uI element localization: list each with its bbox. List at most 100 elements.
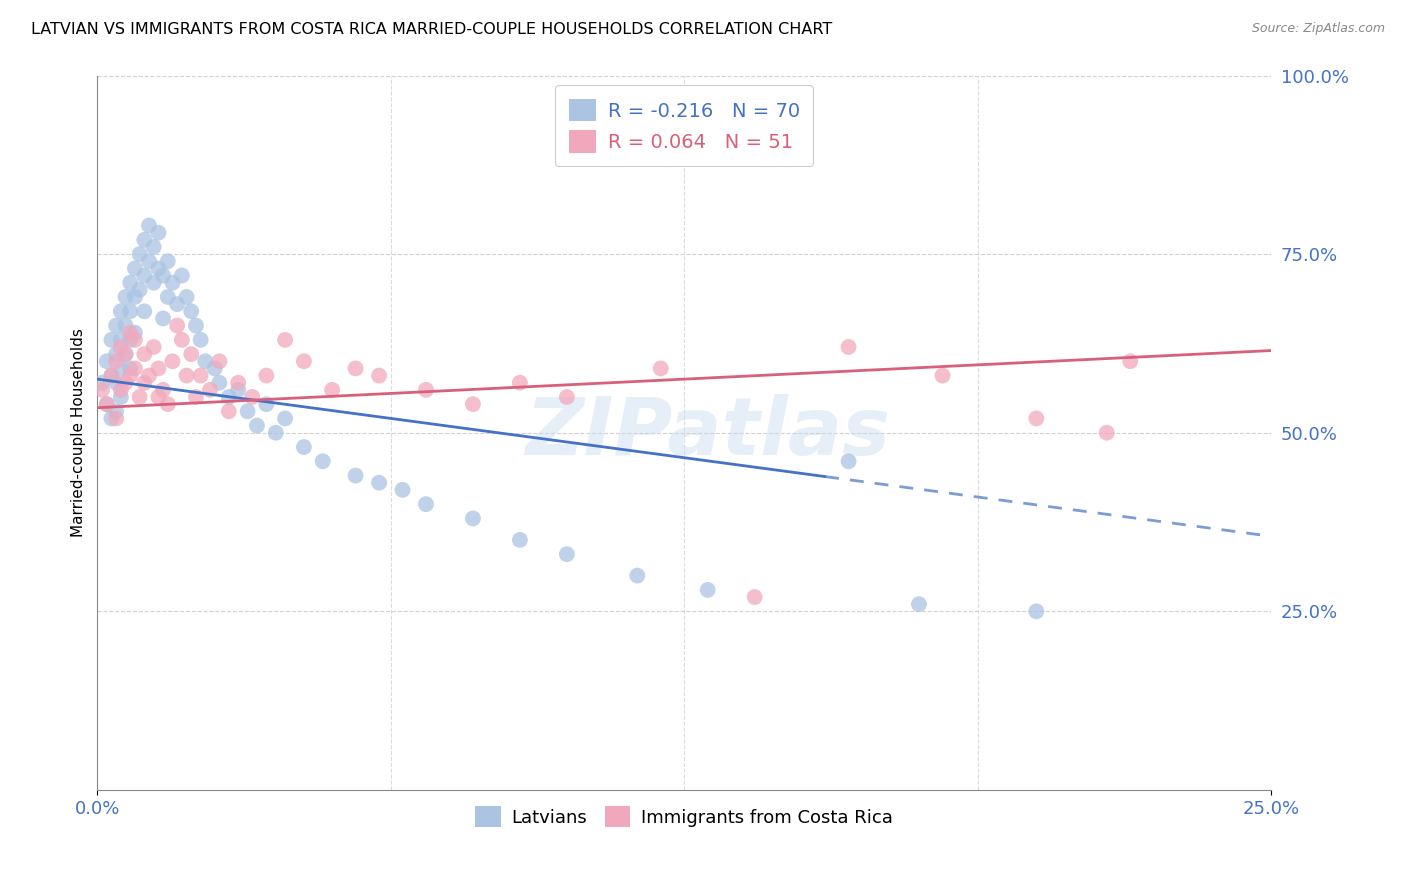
Point [152,311,174,326]
Point [312,454,335,468]
Point [124,261,146,276]
Point [128,247,150,261]
Point [120,361,142,376]
Point [415,383,437,397]
Point [254,397,277,411]
Point [152,383,174,397]
Point [170,268,193,283]
Point [105,354,128,368]
Point [148,261,170,276]
Point [190,368,212,383]
Point [96,397,118,411]
Point [110,333,132,347]
Point [555,390,578,404]
Text: Source: ZipAtlas.com: Source: ZipAtlas.com [1251,22,1385,36]
Point [184,318,207,333]
Point [264,425,287,440]
Point [218,404,240,418]
Point [134,347,156,361]
Point [100,411,122,425]
Point [124,290,146,304]
Point [1025,411,1047,425]
Point [461,397,484,411]
Point [166,297,188,311]
Point [110,304,132,318]
Point [134,233,156,247]
Point [105,376,128,390]
Point [105,404,128,418]
Point [292,354,315,368]
Point [142,340,165,354]
Point [368,368,391,383]
Point [128,390,150,404]
Point [110,361,132,376]
Point [110,390,132,404]
Point [156,290,179,304]
Point [162,354,184,368]
Point [100,333,122,347]
Text: LATVIAN VS IMMIGRANTS FROM COSTA RICA MARRIED-COUPLE HOUSEHOLDS CORRELATION CHAR: LATVIAN VS IMMIGRANTS FROM COSTA RICA MA… [31,22,832,37]
Point [96,354,118,368]
Point [292,440,315,454]
Point [114,347,136,361]
Point [190,333,212,347]
Point [931,368,953,383]
Point [91,376,114,390]
Point [391,483,413,497]
Point [120,368,142,383]
Point [166,318,188,333]
Point [1119,354,1142,368]
Point [254,368,277,383]
Point [148,226,170,240]
Point [148,390,170,404]
Point [246,418,269,433]
Point [162,276,184,290]
Point [138,368,160,383]
Point [236,404,259,418]
Point [105,411,128,425]
Point [96,397,118,411]
Point [124,326,146,340]
Point [124,333,146,347]
Point [128,283,150,297]
Point [226,383,249,397]
Point [838,454,860,468]
Point [105,347,128,361]
Point [744,590,766,604]
Point [156,397,179,411]
Point [650,361,672,376]
Point [344,361,367,376]
Point [208,354,231,368]
Point [509,533,531,547]
Point [120,333,142,347]
Point [148,361,170,376]
Point [461,511,484,525]
Point [274,333,297,347]
Point [134,268,156,283]
Point [180,347,202,361]
Point [838,340,860,354]
Point [114,347,136,361]
Point [321,383,343,397]
Point [134,376,156,390]
Point [138,254,160,268]
Point [91,383,114,397]
Point [908,597,931,611]
Point [142,240,165,254]
Point [204,361,226,376]
Y-axis label: Married-couple Households: Married-couple Households [72,328,86,537]
Point [368,475,391,490]
Point [274,411,297,425]
Point [509,376,531,390]
Point [696,582,718,597]
Point [176,290,198,304]
Point [344,468,367,483]
Point [120,304,142,318]
Point [194,354,217,368]
Point [134,304,156,318]
Point [120,326,142,340]
Point [170,333,193,347]
Point [180,304,202,318]
Text: ZIPatlas: ZIPatlas [526,393,890,472]
Point [226,376,249,390]
